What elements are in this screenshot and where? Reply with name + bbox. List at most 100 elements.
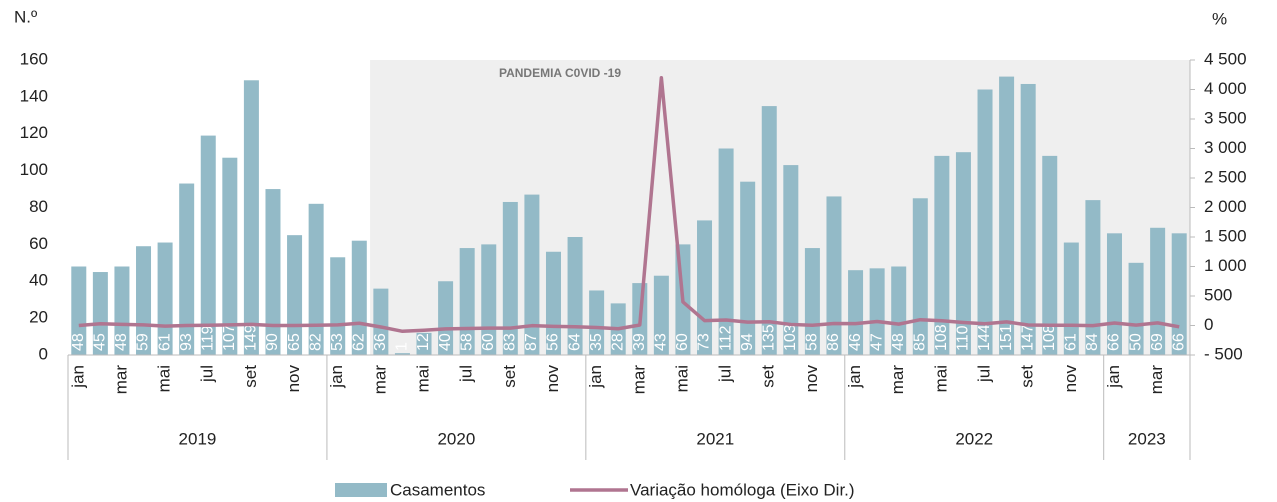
value-label: 56 — [545, 333, 562, 351]
y-tick-label: 100 — [20, 160, 48, 179]
value-label: 86 — [825, 333, 842, 351]
x-tick-label: jan — [68, 365, 87, 389]
value-label: 61 — [1063, 333, 1080, 351]
bar — [912, 198, 928, 355]
bar — [783, 165, 799, 355]
value-label: 39 — [631, 333, 648, 351]
x-tick-label: mai — [931, 365, 950, 392]
bar — [999, 76, 1015, 355]
bar — [1020, 83, 1036, 355]
value-label: 144 — [976, 324, 993, 351]
bar — [589, 290, 605, 355]
x-tick-label: set — [1018, 365, 1037, 388]
line — [78, 75, 1180, 334]
bar — [373, 288, 389, 355]
bar — [1085, 200, 1101, 355]
bar — [71, 266, 87, 355]
value-label: 47 — [868, 333, 885, 351]
bar — [869, 268, 885, 355]
value-label: 135 — [760, 324, 777, 351]
value-label: 48 — [890, 333, 907, 351]
bar — [804, 248, 820, 355]
year-label: 2023 — [1128, 429, 1166, 448]
bar — [891, 266, 907, 355]
bar — [848, 270, 864, 355]
value-label: 45 — [92, 333, 109, 351]
y-tick-label: 80 — [29, 197, 48, 216]
y2-tick-label: 4 000 — [1204, 79, 1247, 98]
value-label: 82 — [307, 333, 324, 351]
x-tick-label: mar — [1147, 365, 1166, 395]
x-tick-label: mar — [370, 365, 389, 395]
y2-tick-label: 2 500 — [1204, 167, 1247, 186]
value-label: 62 — [351, 333, 368, 351]
value-label: 119 — [199, 325, 216, 351]
y2-tick-label: 3 000 — [1204, 138, 1247, 157]
value-label: 108 — [1041, 324, 1058, 351]
x-tick-label: set — [759, 365, 778, 388]
value-label: 83 — [502, 333, 519, 351]
bar — [243, 80, 259, 355]
value-label: 103 — [782, 324, 799, 351]
x-tick-label: jan — [1104, 365, 1123, 389]
bar — [136, 246, 152, 355]
x-tick-label: jul — [457, 365, 476, 383]
x-tick-label: nov — [543, 365, 562, 393]
bar — [416, 332, 432, 355]
value-label: 40 — [437, 333, 454, 351]
value-label: 60 — [480, 333, 497, 351]
y-tick-label: 140 — [20, 86, 48, 105]
x-tick-label: mar — [111, 365, 130, 395]
value-label: 60 — [674, 333, 691, 351]
value-label: 69 — [1149, 333, 1166, 351]
value-label: 59 — [135, 333, 152, 351]
year-label: 2022 — [955, 429, 993, 448]
value-label: 87 — [523, 333, 540, 351]
bar — [740, 181, 756, 355]
y2-tick-label: 1 000 — [1204, 256, 1247, 275]
bar — [179, 183, 195, 355]
x-tick-label: jan — [845, 365, 864, 389]
value-label: 110 — [955, 325, 972, 351]
year-label: 2021 — [696, 429, 734, 448]
value-label: 151 — [998, 324, 1015, 351]
bar — [826, 196, 842, 355]
value-label: 108 — [933, 324, 950, 351]
y2-tick-label: 4 500 — [1204, 49, 1247, 68]
x-tick-label: mai — [414, 365, 433, 392]
value-label: 28 — [609, 333, 626, 351]
x-tick-label: nov — [284, 365, 303, 393]
y-tick-label: 160 — [20, 49, 48, 68]
bar — [330, 257, 346, 355]
legend-swatch — [335, 483, 387, 497]
x-tick-label: set — [241, 365, 260, 388]
bar — [222, 157, 238, 355]
bar — [1128, 262, 1144, 355]
x-tick-label: mar — [629, 365, 648, 395]
bar — [1042, 155, 1058, 355]
x-tick-label: jan — [586, 365, 605, 389]
y-tick-label: 0 — [39, 344, 48, 363]
value-label: 84 — [1084, 333, 1101, 351]
x-tick-label: mar — [888, 365, 907, 395]
bar — [438, 281, 454, 355]
value-label: 93 — [178, 333, 195, 351]
y-tick-label: 40 — [29, 271, 48, 290]
y-tick-label: 60 — [29, 234, 48, 253]
bar — [977, 89, 993, 355]
value-label: 1 — [394, 342, 411, 351]
bar — [653, 275, 669, 355]
bar — [524, 194, 540, 355]
value-label: 50 — [1127, 333, 1144, 351]
bar — [351, 240, 367, 355]
value-label: 112 — [717, 325, 734, 351]
bar — [92, 272, 108, 355]
value-label: 90 — [264, 333, 281, 351]
value-label: 58 — [804, 333, 821, 351]
value-label: 85 — [912, 333, 929, 351]
y2-tick-label: 2 000 — [1204, 197, 1247, 216]
value-label: 43 — [653, 333, 670, 351]
year-label: 2019 — [179, 429, 217, 448]
x-tick-label: jan — [327, 365, 346, 389]
